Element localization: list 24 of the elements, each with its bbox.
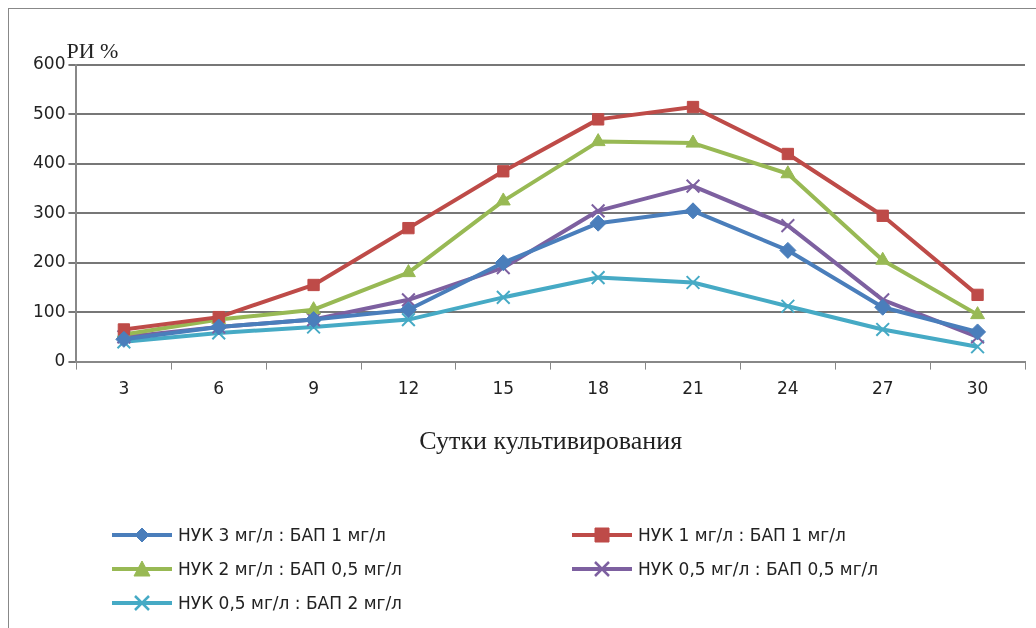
x-tick-label: 24 — [777, 378, 799, 399]
y-tick-label: 600 — [32, 53, 66, 74]
x-tick-label: 27 — [871, 378, 894, 399]
y-tick-label: 0 — [54, 350, 66, 371]
x-tick-label: 3 — [118, 378, 130, 399]
x-tick-label: 9 — [308, 378, 319, 399]
y-tick-label: 500 — [32, 102, 66, 123]
legend-label: НУК 1 мг/л : БАП 1 мг/л — [638, 525, 846, 545]
y-axis-title: РИ % — [66, 37, 119, 63]
x-tick-label: 12 — [397, 378, 420, 399]
x-tick-label: 6 — [213, 378, 225, 399]
y-tick-label: 400 — [32, 152, 66, 173]
legend-label: НУК 2 мг/л : БАП 0,5 мг/л — [178, 559, 402, 579]
x-axis-title: Сутки культивирования — [419, 426, 683, 456]
legend-label: НУК 3 мг/л : БАП 1 мг/л — [178, 525, 386, 545]
x-tick-label: 18 — [587, 378, 609, 399]
legend-label: НУК 0,5 мг/л : БАП 2 мг/л — [178, 593, 402, 613]
legend-label: НУК 0,5 мг/л : БАП 0,5 мг/л — [638, 559, 879, 579]
y-tick-label: 100 — [32, 300, 66, 321]
y-tick-label: 200 — [32, 251, 66, 272]
y-tick-label: 300 — [32, 201, 66, 222]
x-tick-label: 15 — [492, 378, 515, 399]
x-tick-label: 21 — [682, 378, 704, 399]
x-tick-label: 30 — [966, 378, 989, 399]
